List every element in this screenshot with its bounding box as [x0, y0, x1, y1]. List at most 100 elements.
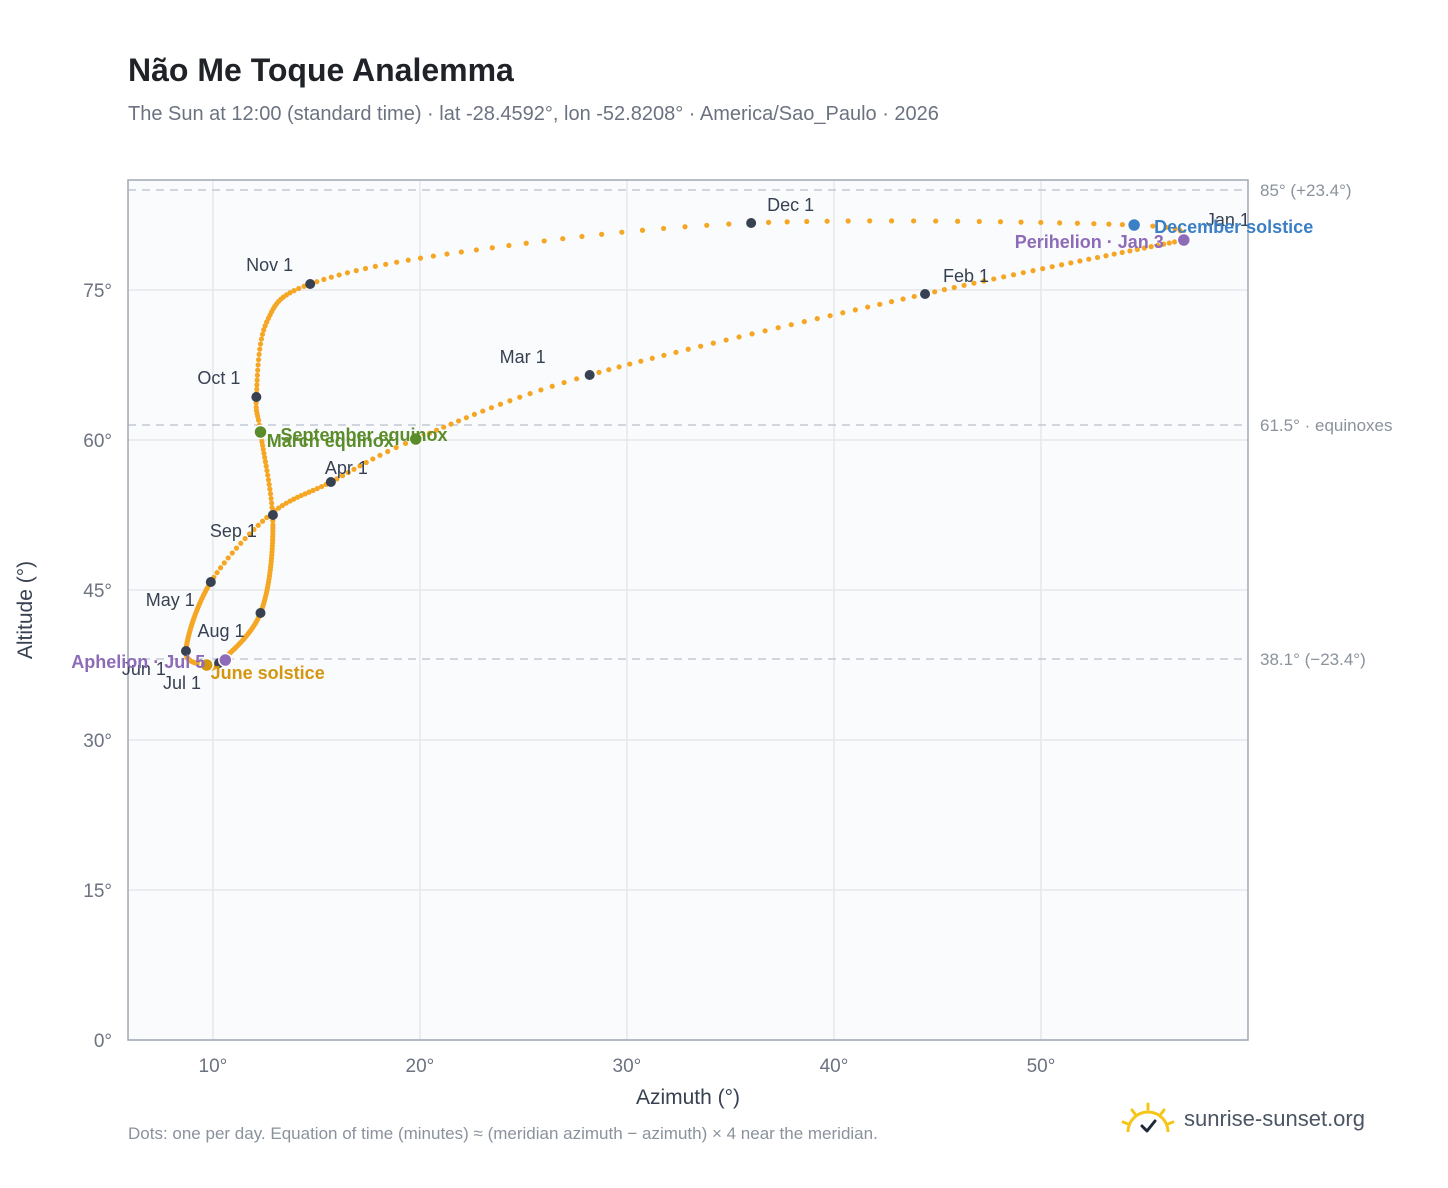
daily-dot [339, 473, 346, 479]
month-label: Aug 1 [197, 621, 244, 641]
daily-dot [865, 304, 871, 310]
daily-dot [254, 382, 260, 388]
footnote: Dots: one per day. Equation of time (min… [128, 1124, 878, 1143]
month-marker [584, 370, 595, 380]
daily-dot [638, 358, 644, 364]
daily-dot [363, 459, 369, 466]
daily-dot [1018, 219, 1024, 225]
daily-dot [538, 387, 544, 393]
month-marker [251, 392, 262, 402]
daily-dot [1161, 241, 1167, 247]
daily-dot [723, 337, 729, 343]
daily-dot [251, 526, 257, 533]
x-axis-label: Azimuth (°) [636, 1086, 740, 1109]
reference-line-label: 85° (+23.4°) [1260, 181, 1352, 200]
daily-dot [1127, 248, 1133, 254]
daily-dot [579, 233, 585, 240]
y-tick-label: 0° [94, 1031, 112, 1052]
daily-dot [911, 293, 917, 300]
daily-dot [507, 398, 513, 404]
daily-dot [951, 284, 957, 291]
daily-dot [599, 231, 605, 237]
special-point-label: Aphelion · Jul 5 [71, 652, 205, 672]
daily-dot [573, 376, 580, 382]
daily-dot [257, 346, 263, 352]
daily-dot [991, 276, 997, 282]
daily-dot [253, 404, 259, 410]
daily-dot [704, 222, 710, 228]
plot-frame [127, 179, 1249, 1041]
daily-dot [1172, 226, 1178, 232]
daily-dot [267, 486, 273, 492]
y-tick-label: 60° [83, 431, 112, 452]
special-point-equinox [253, 424, 268, 440]
daily-dot [1086, 256, 1092, 262]
daily-dot [263, 463, 269, 469]
daily-dot [596, 369, 602, 375]
daily-dot [877, 301, 883, 307]
daily-dot [933, 218, 939, 224]
daily-dot [1091, 221, 1097, 227]
month-label: Feb 1 [943, 266, 989, 286]
daily-dot [441, 424, 447, 430]
daily-dot [268, 495, 274, 502]
daily-dot [775, 325, 781, 331]
daily-dot [480, 408, 486, 414]
daily-dot [336, 272, 342, 278]
special-point-june-solstice [199, 657, 214, 673]
x-tick-label: 30° [613, 1056, 642, 1077]
month-marker [267, 510, 278, 520]
daily-dot [255, 362, 261, 368]
daily-dot [296, 285, 302, 292]
daily-dot [673, 349, 679, 355]
month-label: May 1 [146, 590, 195, 610]
special-point-label: June solstice [211, 663, 325, 683]
daily-dot [255, 522, 261, 528]
month-label: Nov 1 [246, 255, 293, 275]
daily-dot [393, 444, 399, 451]
daily-dot [353, 268, 359, 274]
x-tick-label: 10° [199, 1056, 228, 1077]
daily-dot [726, 221, 732, 227]
daily-dot [225, 555, 231, 561]
daily-dot [1074, 220, 1080, 226]
daily-dot [357, 463, 363, 469]
daily-dot [497, 401, 504, 407]
daily-dot [784, 219, 790, 225]
daily-dot [256, 351, 262, 358]
brand[interactable]: sunrise-sunset.org [1120, 1102, 1365, 1136]
daily-dot [527, 390, 533, 397]
daily-dot [606, 367, 612, 373]
month-marker [305, 279, 316, 289]
month-marker [180, 646, 191, 656]
month-marker [746, 218, 757, 228]
daily-dot [1030, 268, 1036, 274]
daily-dot [242, 535, 248, 542]
daily-dot [981, 278, 987, 284]
daily-dot [619, 229, 625, 235]
daily-dot [233, 545, 240, 551]
daily-dot [463, 415, 469, 421]
daily-dot [426, 430, 433, 436]
daily-dot [824, 218, 830, 224]
x-tick-label: 20° [406, 1056, 435, 1077]
daily-dot [976, 218, 982, 225]
daily-dot [1106, 221, 1112, 227]
daily-dot [283, 500, 289, 506]
daily-dot [867, 218, 873, 224]
x-tick-label: 40° [820, 1056, 849, 1077]
daily-dot [541, 238, 547, 244]
daily-dot [276, 505, 282, 511]
daily-dot [265, 472, 271, 478]
daily-dot [362, 265, 369, 272]
daily-dot [314, 279, 320, 285]
special-point-perihelion-aphelion [218, 652, 233, 668]
daily-dot [1068, 260, 1074, 266]
special-point-label: Perihelion · Jan 3 [1015, 232, 1164, 252]
daily-dot [328, 274, 334, 280]
daily-dot [506, 242, 512, 249]
daily-dot [888, 299, 895, 305]
daily-dot [1141, 245, 1148, 251]
daily-dot [1038, 219, 1044, 226]
daily-dot [649, 355, 655, 361]
